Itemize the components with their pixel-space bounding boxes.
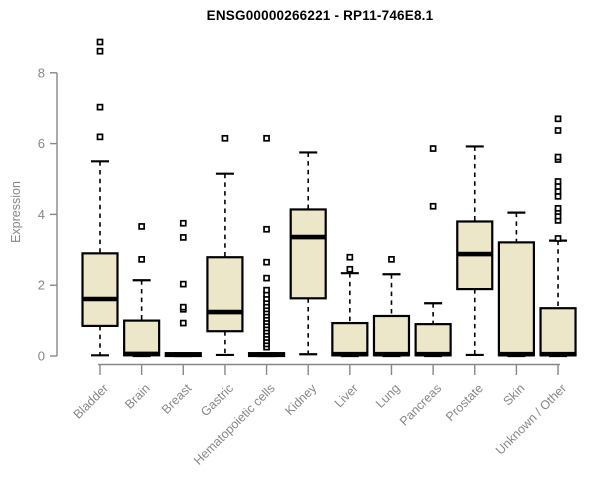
outlier-point bbox=[221, 134, 229, 142]
x-category-label: Skin bbox=[500, 381, 527, 408]
x-category-label: Brain bbox=[122, 381, 153, 412]
box-hematopoietic-cells bbox=[247, 134, 286, 358]
iqr-box bbox=[81, 252, 119, 328]
box-lung bbox=[372, 256, 411, 358]
box-breast bbox=[164, 219, 202, 358]
outlier-point bbox=[346, 265, 354, 273]
iqr-box bbox=[497, 241, 535, 357]
outlier-point bbox=[554, 205, 562, 212]
box-liver bbox=[331, 253, 369, 358]
y-tick-label: 0 bbox=[38, 349, 45, 364]
outlier-point bbox=[388, 256, 395, 263]
outlier-point bbox=[263, 134, 270, 142]
x-category-label: Unknown / Other bbox=[493, 381, 569, 457]
x-category-label: Prostate bbox=[443, 381, 486, 424]
y-tick-label: 6 bbox=[38, 136, 45, 151]
outlier-point bbox=[554, 115, 562, 123]
outlier-point bbox=[263, 274, 270, 282]
outlier-point bbox=[179, 234, 187, 241]
iqr-box bbox=[123, 319, 161, 357]
box-prostate bbox=[456, 145, 494, 357]
outlier-point bbox=[179, 303, 187, 311]
outlier-point bbox=[179, 219, 187, 227]
x-category-label: Gastric bbox=[198, 381, 236, 419]
outlier-point bbox=[138, 256, 145, 263]
iqr-box bbox=[206, 256, 244, 333]
outlier-point bbox=[554, 178, 562, 185]
outlier-point bbox=[138, 223, 145, 230]
outlier-point bbox=[554, 153, 562, 161]
outlier-point bbox=[429, 145, 437, 152]
iqr-box bbox=[414, 323, 452, 357]
box-kidney bbox=[289, 151, 327, 356]
iqr-box bbox=[331, 321, 369, 357]
x-category-label: Kidney bbox=[282, 381, 319, 418]
x-category-label: Breast bbox=[159, 381, 195, 417]
x-category-label: Hematopoietic cells bbox=[191, 381, 278, 468]
y-tick-label: 4 bbox=[38, 207, 45, 222]
iqr-box bbox=[289, 208, 327, 300]
box-bladder bbox=[81, 38, 119, 357]
outlier-point bbox=[554, 235, 562, 242]
box-unknown-other bbox=[539, 115, 577, 358]
outlier-point bbox=[263, 258, 270, 266]
x-category-label: Liver bbox=[332, 381, 361, 410]
outlier-point bbox=[179, 319, 187, 327]
iqr-box bbox=[372, 314, 411, 357]
outlier-point bbox=[429, 202, 437, 210]
iqr-box bbox=[539, 307, 577, 357]
box-skin bbox=[497, 211, 535, 358]
outlier-point bbox=[179, 280, 187, 288]
outlier-point bbox=[263, 286, 270, 294]
outlier-point bbox=[96, 103, 104, 111]
outlier-point bbox=[96, 38, 104, 46]
y-tick-label: 2 bbox=[38, 278, 45, 293]
outlier-point bbox=[96, 133, 104, 141]
box-pancreas bbox=[414, 145, 452, 358]
outlier-point bbox=[554, 127, 562, 134]
outlier-point bbox=[96, 47, 104, 55]
outlier-point bbox=[346, 253, 354, 261]
x-category-label: Bladder bbox=[71, 381, 111, 421]
box-gastric bbox=[206, 134, 244, 357]
chart-title: ENSG00000266221 - RP11-746E8.1 bbox=[206, 8, 434, 23]
x-category-label: Pancreas bbox=[397, 381, 444, 428]
y-tick-label: 8 bbox=[38, 65, 45, 80]
outlier-point bbox=[263, 225, 270, 233]
x-category-label: Lung bbox=[373, 381, 403, 411]
box-brain bbox=[123, 223, 161, 358]
